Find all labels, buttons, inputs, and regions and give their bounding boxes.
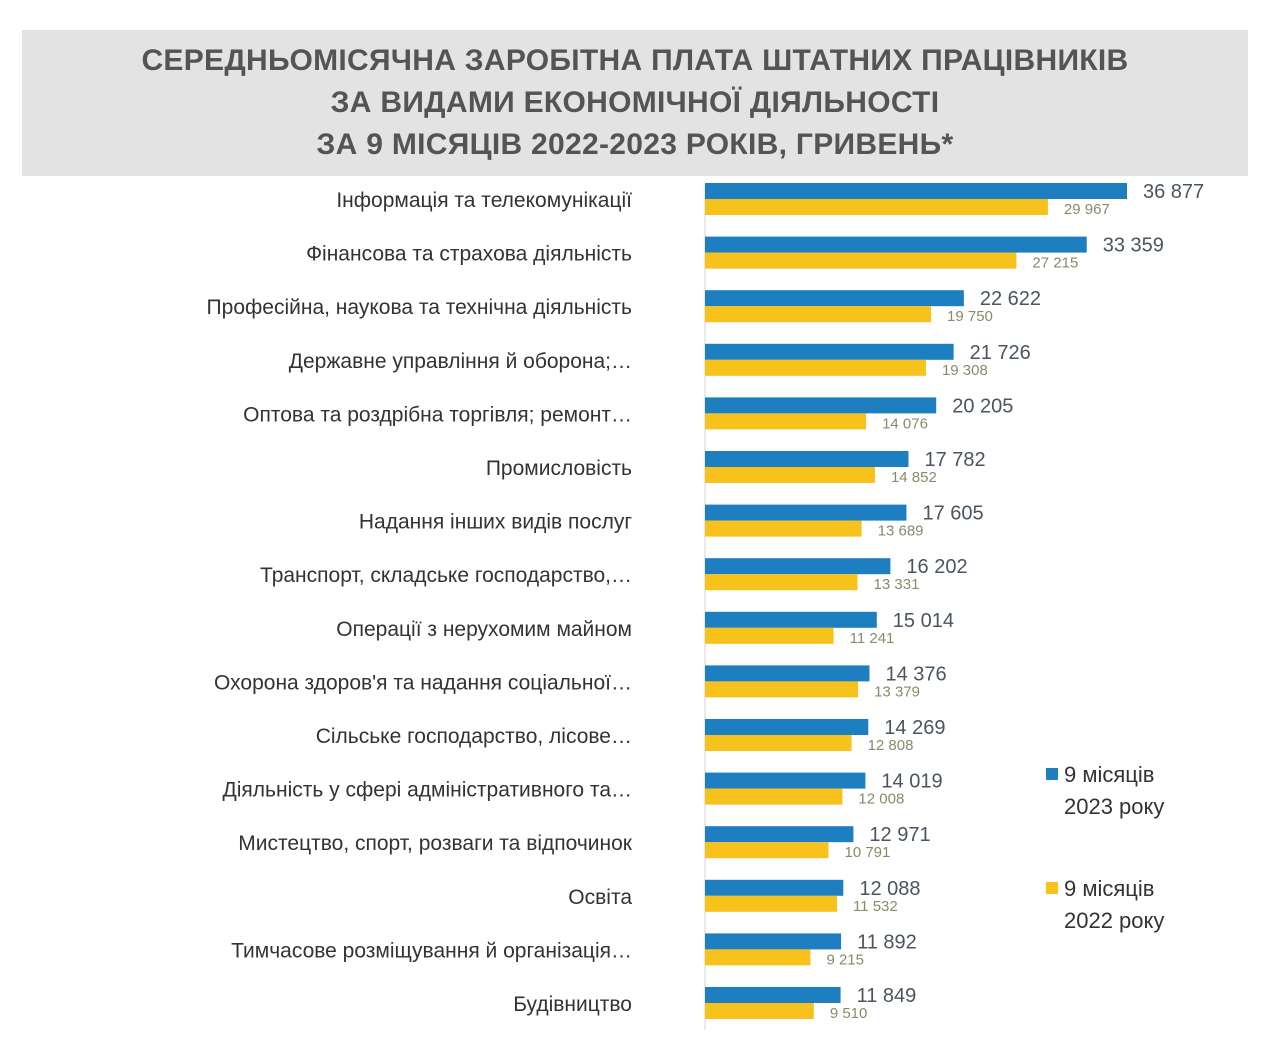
category-label: Будівництво [513,993,632,1016]
value-label-2023: 33 359 [1103,235,1164,257]
bar-2023 [705,826,854,843]
value-label-2022: 14 852 [891,469,937,486]
value-label-2022: 12 808 [868,737,914,754]
value-label-2023: 15 014 [893,610,954,632]
bar-2023 [705,290,964,307]
bar-2022 [705,520,862,537]
category-label: Діяльність у сфері адміністративного та… [223,779,632,802]
value-label-2023: 14 269 [884,717,945,739]
value-label-2023: 17 605 [922,503,983,525]
value-label-2022: 9 215 [826,951,864,968]
bar-2023 [705,236,1087,253]
legend-label-2023-line-2: 2023 року [1064,794,1164,819]
value-label-2022: 11 532 [853,898,898,915]
category-label: Охорона здоров'я та надання соціальної… [214,671,632,694]
value-label-2023: 22 622 [980,288,1041,310]
value-label-2023: 14 019 [881,771,942,793]
value-label-2023: 11 892 [857,931,917,953]
value-label-2022: 19 308 [942,362,988,379]
bar-2022 [705,467,875,483]
bar-2023 [705,343,954,360]
bar-2023 [705,183,1127,199]
value-label-2023: 12 971 [869,824,930,846]
bar-2023 [705,933,842,950]
bar-2022 [705,842,829,859]
category-label: Сільське господарство, лісове… [316,725,632,748]
bar-2022 [705,574,858,591]
bar-2022 [705,359,926,376]
bar-2022 [705,306,932,323]
bar-2023 [705,719,869,735]
value-label-2022: 13 689 [878,523,924,540]
category-label: Освіта [568,886,632,909]
legend-label-2022-line-2: 2022 року [1064,908,1164,933]
category-label: Тимчасове розміщування й організація… [231,939,632,962]
bar-2022 [705,627,834,644]
legend-label-2023-line-1: 9 місяців [1064,762,1154,787]
value-label-2022: 10 791 [844,844,890,861]
category-label: Промисловість [486,457,632,480]
bar-2023 [705,504,907,521]
value-label-2022: 12 008 [858,791,904,808]
value-label-2022: 19 750 [947,308,993,325]
value-label-2022: 11 241 [850,630,895,647]
legend-label-2022-line-1: 9 місяців [1064,876,1154,901]
value-label-2023: 36 877 [1143,181,1204,203]
value-label-2023: 20 205 [952,395,1013,417]
legend-swatch-2023 [1046,768,1058,780]
value-label-2022: 13 379 [874,683,920,700]
category-label: Інформація та телекомунікації [336,189,632,212]
value-label-2023: 17 782 [924,449,985,471]
bar-2022 [705,413,867,430]
bar-2023 [705,772,866,789]
value-label-2022: 9 510 [830,1005,868,1022]
value-label-2022: 29 967 [1064,201,1110,218]
bar-2023 [705,397,937,414]
bar-2022 [705,1003,814,1019]
value-label-2023: 12 088 [859,878,920,900]
value-label-2023: 11 849 [857,985,917,1007]
chart-title-line-3: ЗА 9 МІСЯЦІВ 2022-2023 РОКІВ, ГРИВЕНЬ* [316,128,954,161]
bar-2022 [705,681,859,698]
bar-2023 [705,451,909,467]
legend-swatch-2022 [1046,882,1058,894]
value-label-2022: 27 215 [1032,255,1078,272]
title-band [22,30,1248,176]
bar-2023 [705,611,877,628]
category-label: Операції з нерухомим майном [336,618,632,641]
bar-2023 [705,665,870,682]
bar-2023 [705,879,844,896]
value-label-2023: 14 376 [886,663,947,685]
value-label-2023: 16 202 [906,556,967,578]
category-label: Фінансова та страхова діяльність [306,243,632,266]
bar-2022 [705,735,852,751]
bar-2023 [705,558,891,575]
value-label-2023: 21 726 [970,342,1031,364]
bar-2022 [705,788,843,805]
category-label: Мистецтво, спорт, розваги та відпочинок [238,832,633,855]
bar-2023 [705,987,841,1003]
bar-2022 [705,252,1017,269]
category-label: Державне управління й оборона;… [289,350,632,373]
category-label: Оптова та роздрібна торгівля; ремонт… [243,403,632,426]
category-label: Транспорт, складське господарство,… [260,564,632,587]
chart-title-line-1: СЕРЕДНЬОМІСЯЧНА ЗАРОБІТНА ПЛАТА ШТАТНИХ … [141,44,1129,77]
category-label: Професійна, наукова та технічна діяльніс… [207,296,633,319]
category-label: Надання інших видів послуг [359,511,632,534]
bar-2022 [705,949,811,966]
value-label-2022: 14 076 [882,415,928,432]
value-label-2022: 13 331 [874,576,920,593]
bar-2022 [705,199,1048,215]
bar-2022 [705,895,837,912]
chart-title-line-2: ЗА ВИДАМИ ЕКОНОМІЧНОЇ ДІЯЛЬНОСТІ [330,86,940,119]
